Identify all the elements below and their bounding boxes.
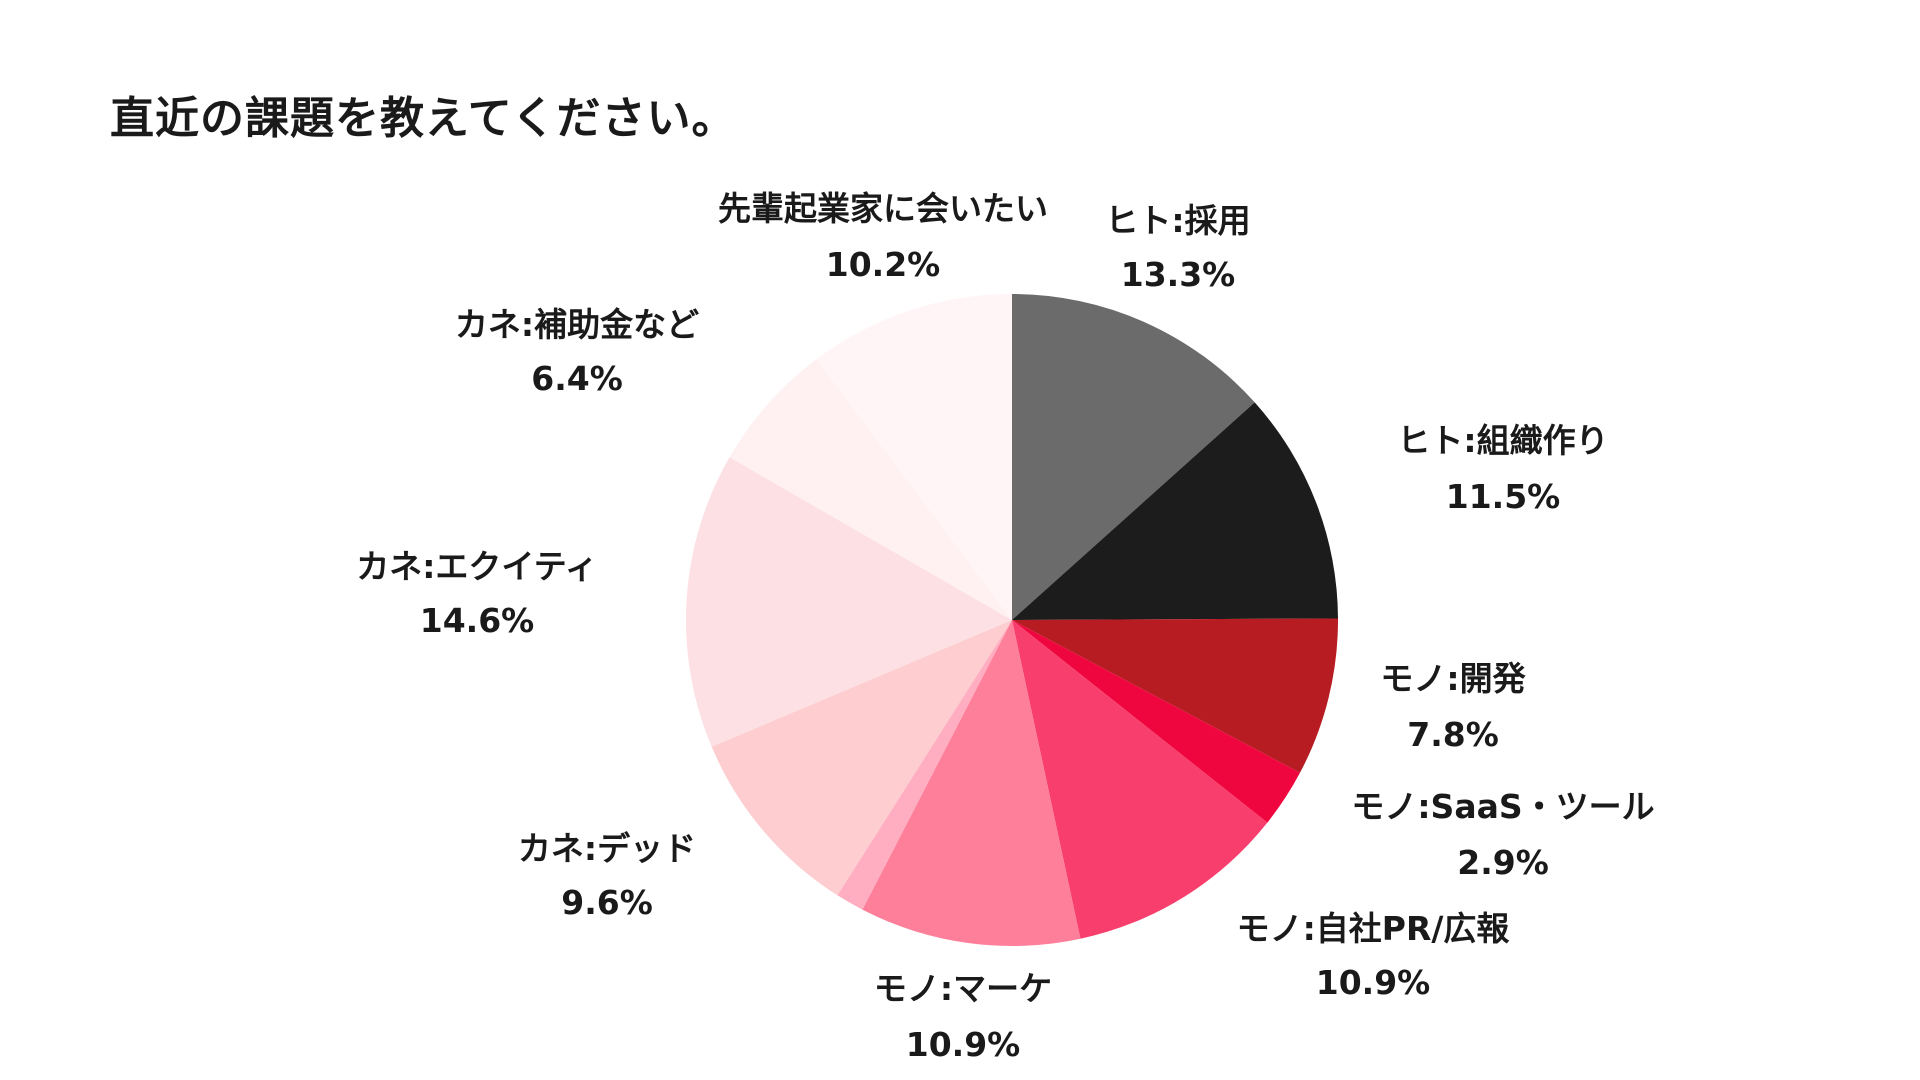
slice-category-label: モノ:マーケ — [874, 969, 1052, 1008]
slice-category-label: カネ:デッド — [518, 829, 696, 868]
slice-percent-label: 11.5% — [1446, 477, 1561, 516]
slice-category-label: カネ:補助金など — [455, 305, 699, 344]
slice-percent-label: 10.9% — [906, 1025, 1021, 1064]
slice-category-label: ヒト:組織作り — [1397, 421, 1608, 460]
pie-slice — [1012, 620, 1268, 939]
pie-labels: ヒト:採用 13.3% ヒト:組織作り 11.5% モノ:開発 7.8% モノ:SaaS・ツ… — [356, 189, 1654, 1064]
slice-category-label: モノ:SaaS・ツール — [1351, 787, 1654, 826]
slice-category-label: カネ:エクイティ — [356, 547, 598, 586]
slice-percent-label: 10.9% — [1316, 963, 1431, 1002]
page-title: 直近の課題を教えてください。 — [110, 93, 737, 144]
slice-percent-label: 10.2% — [826, 245, 941, 284]
pie-slices — [686, 294, 1339, 946]
pie-slice — [1012, 294, 1255, 620]
pie-slice — [711, 620, 1012, 896]
pie-slice — [1012, 620, 1300, 823]
pie-slice — [729, 359, 1012, 620]
slice-percent-label: 2.9% — [1457, 843, 1549, 882]
slice-percent-label: 13.3% — [1121, 255, 1236, 294]
pie-slice — [686, 457, 1012, 747]
slice-percent-label: 6.4% — [531, 359, 623, 398]
pie-slice — [816, 294, 1012, 620]
slice-percent-label: 14.6% — [420, 601, 535, 640]
slice-category-label: モノ:自社PR/広報 — [1237, 909, 1510, 948]
slice-category-label: モノ:開発 — [1380, 659, 1526, 698]
slice-category-label: 先輩起業家に会いたい — [718, 189, 1048, 228]
slice-percent-label: 7.8% — [1407, 715, 1499, 754]
slice-category-label: ヒト:採用 — [1105, 201, 1250, 240]
pie-slice — [1012, 618, 1339, 773]
pie-slice — [862, 620, 1081, 946]
slice-percent-label: 9.6% — [561, 883, 653, 922]
pie-slice — [1012, 402, 1338, 620]
pie-slice — [837, 620, 1012, 910]
